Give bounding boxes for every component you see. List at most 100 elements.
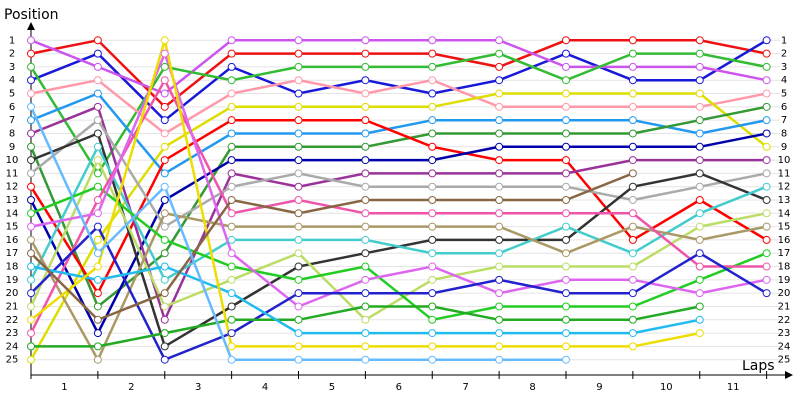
point — [93, 329, 102, 338]
y-tick-label: 19 — [6, 275, 19, 286]
y-tick-label-right: 7 — [781, 115, 787, 126]
point — [294, 262, 303, 271]
point — [294, 62, 303, 71]
point — [160, 49, 169, 58]
point — [428, 156, 437, 165]
point — [495, 209, 504, 218]
point — [93, 262, 102, 271]
y-tick-label-right: 16 — [778, 235, 791, 246]
point — [495, 89, 504, 98]
point — [428, 129, 437, 138]
point — [227, 62, 236, 71]
point — [428, 36, 437, 45]
point — [695, 222, 704, 231]
series-line — [31, 305, 701, 348]
point — [93, 49, 102, 58]
point — [93, 289, 102, 298]
point — [695, 302, 704, 311]
y-tick-label: 2 — [9, 49, 15, 60]
point — [227, 249, 236, 258]
point — [428, 315, 437, 324]
point — [93, 169, 102, 178]
point — [695, 129, 704, 138]
point — [495, 235, 504, 244]
point — [495, 315, 504, 324]
point — [628, 89, 637, 98]
point — [294, 329, 303, 338]
point — [762, 249, 771, 258]
point — [160, 102, 169, 111]
x-tick-label: 3 — [195, 382, 201, 393]
point — [562, 209, 570, 218]
point — [93, 235, 102, 244]
point — [762, 129, 771, 138]
y-tick-label: 16 — [6, 235, 19, 246]
point — [628, 249, 637, 258]
point — [562, 355, 570, 364]
point — [628, 129, 637, 138]
point — [160, 289, 169, 298]
point — [227, 222, 236, 231]
y-tick-label: 9 — [9, 142, 15, 153]
point — [294, 102, 303, 111]
point — [160, 182, 169, 191]
point — [361, 262, 370, 271]
point — [628, 36, 637, 45]
point — [361, 209, 370, 218]
point — [495, 249, 504, 258]
y-tick-label: 13 — [6, 195, 19, 206]
point — [27, 275, 35, 284]
point — [227, 49, 236, 58]
point — [27, 116, 35, 125]
point — [628, 116, 637, 125]
point — [294, 142, 303, 151]
series-line — [29, 211, 767, 363]
y-tick-label: 8 — [9, 128, 15, 139]
point — [762, 49, 771, 58]
x-tick-label: 11 — [727, 382, 740, 393]
point — [160, 342, 169, 351]
y-tick-label-right: 8 — [781, 128, 787, 139]
point — [495, 129, 504, 138]
point — [695, 209, 704, 218]
y-tick-label: 11 — [6, 168, 19, 179]
point — [495, 116, 504, 125]
point — [227, 76, 236, 85]
point — [227, 329, 236, 338]
point — [27, 49, 35, 58]
point — [361, 102, 370, 111]
point — [495, 196, 504, 204]
point — [495, 36, 504, 45]
point — [27, 196, 35, 204]
point — [695, 36, 704, 45]
point — [93, 275, 102, 284]
point — [27, 209, 35, 218]
point — [294, 49, 303, 58]
point — [695, 102, 704, 111]
point — [762, 76, 771, 85]
point — [361, 342, 370, 351]
point — [495, 289, 504, 298]
y-tick-label-right: 4 — [781, 75, 787, 86]
point — [495, 76, 504, 85]
point — [294, 302, 303, 311]
point — [227, 182, 236, 191]
point — [27, 329, 35, 338]
point — [762, 182, 771, 191]
point — [495, 49, 504, 58]
point — [93, 302, 102, 311]
point — [294, 76, 303, 85]
x-tick-label: 1 — [61, 382, 67, 393]
point — [695, 249, 704, 258]
point — [294, 355, 303, 364]
y-tick-label: 6 — [9, 102, 15, 113]
point — [695, 116, 704, 125]
point — [628, 62, 637, 71]
point — [628, 156, 637, 165]
point — [428, 89, 437, 98]
point — [160, 329, 169, 338]
point — [361, 302, 370, 311]
point — [495, 182, 504, 191]
point — [628, 289, 637, 298]
point — [27, 342, 35, 351]
